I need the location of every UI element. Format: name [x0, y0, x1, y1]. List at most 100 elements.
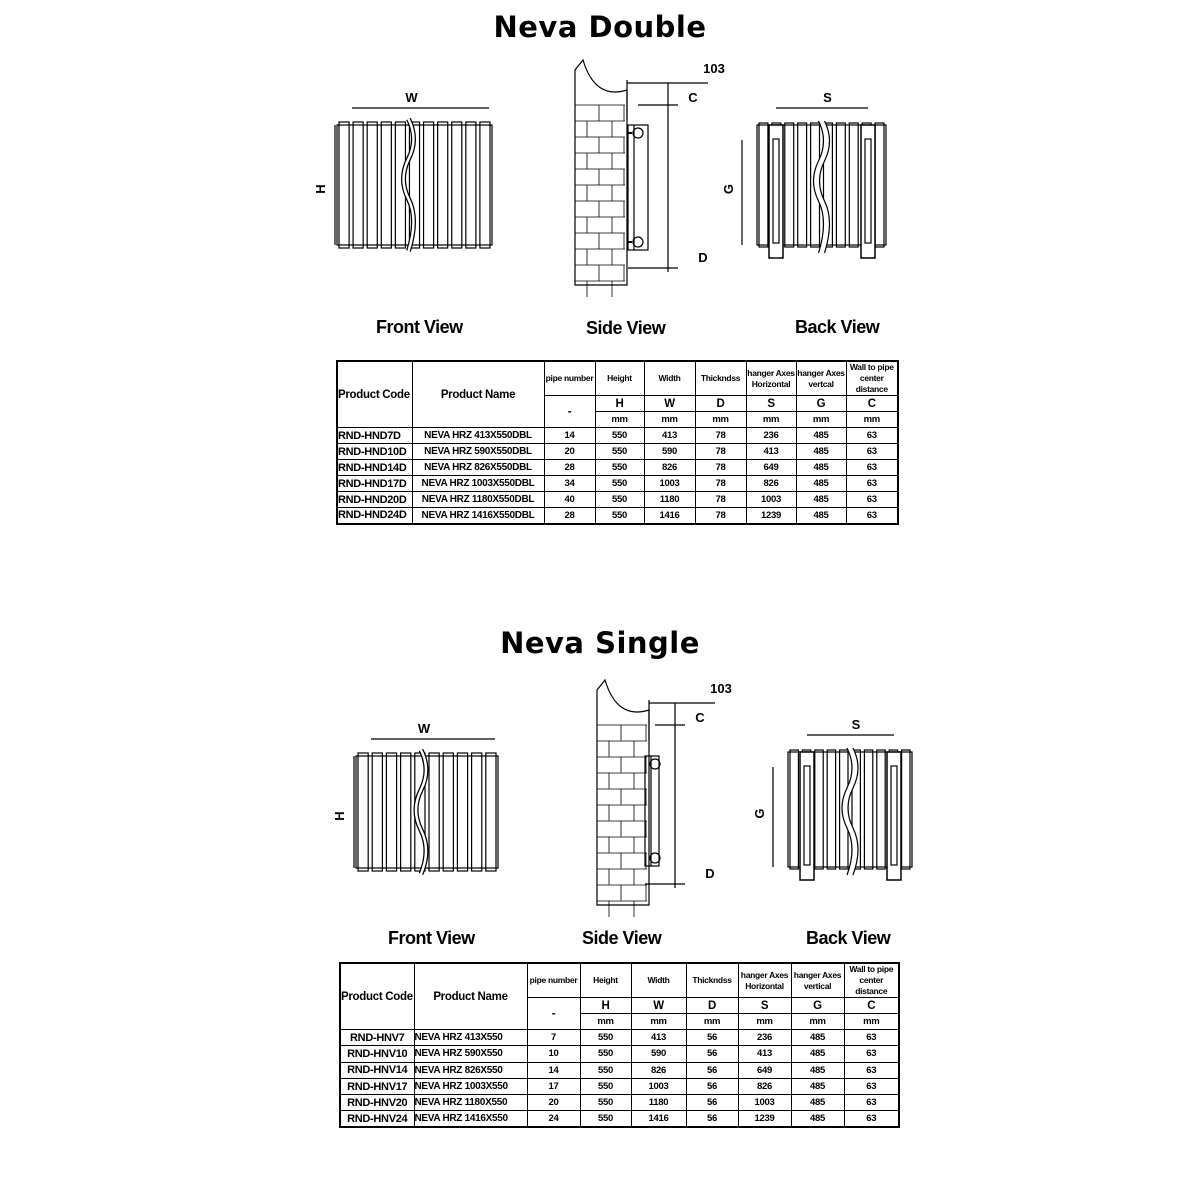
height-label: H — [332, 811, 347, 820]
depth-offset-label: 103 — [710, 681, 732, 696]
cell-value: 24 — [526, 1110, 581, 1128]
column-symbol: G — [790, 997, 845, 1014]
cell-value: 14 — [526, 1061, 581, 1079]
radiator-tube — [900, 749, 911, 870]
header-row: Product Code Product Name pipe number Heigh… — [336, 360, 899, 428]
cell-value: 826 — [630, 1061, 687, 1079]
cell-value: 550 — [579, 1061, 632, 1079]
cell-value: 485 — [790, 1077, 845, 1096]
break-line — [414, 749, 428, 875]
break-line — [841, 747, 853, 876]
break-line — [842, 746, 858, 877]
back-view-label: Back View — [795, 317, 880, 337]
table-row: RND-HNV7 NEVA HRZ 413X550 7 550 413 56 236 485 6… — [339, 1028, 900, 1047]
product-name: NEVA HRZ 413X550 — [413, 1028, 528, 1047]
column-symbol: W — [630, 997, 687, 1014]
radiator-tube — [400, 752, 412, 872]
radiator-tube — [371, 752, 384, 872]
radiator-tube — [797, 122, 808, 248]
product-name: NEVA HRZ 1180X550 — [413, 1094, 528, 1112]
cell-value: 1416 — [630, 1110, 687, 1128]
column-header: Product Name — [411, 360, 545, 428]
front-view-outline — [355, 755, 499, 869]
column-header: pipe number — [526, 962, 581, 998]
break-line — [818, 120, 831, 254]
cell-value: 550 — [579, 1077, 632, 1096]
cell-value: 485 — [790, 1094, 845, 1112]
cell-value: 63 — [845, 507, 899, 524]
radiator-tube — [451, 121, 463, 249]
cell-value: 1180 — [630, 1094, 687, 1112]
radiator-tube — [479, 121, 491, 249]
cell-value: 413 — [737, 1045, 792, 1063]
bracket — [632, 236, 644, 248]
cell-value: 413 — [630, 1028, 687, 1047]
radiator-side — [627, 124, 649, 251]
radiator-tube — [380, 121, 392, 249]
hanger-bracket — [799, 751, 815, 881]
product-name: NEVA HRZ 826X550 — [413, 1061, 528, 1079]
cell-value: 649 — [737, 1061, 792, 1079]
thickness-label: D — [698, 250, 707, 265]
table-row: RND-HND24D NEVA HRZ 1416X550DBL 28 550 1416 7… — [336, 507, 899, 524]
cell-value: 56 — [685, 1028, 739, 1047]
header-row: Product Code Product Name pipe number Heigh… — [339, 962, 900, 1030]
break-line — [813, 119, 830, 254]
hanger-vertical-label: G — [752, 808, 767, 818]
table-row: RND-HND17D NEVA HRZ 1003X550DBL 34 550 1003 7… — [336, 475, 899, 492]
hanger-slot — [803, 765, 811, 866]
product-code: RND-HND7D — [336, 427, 413, 444]
diagram-double: W H 103 C D S G — [313, 58, 887, 297]
hanger-slot — [890, 765, 898, 866]
radiator-tube — [428, 752, 440, 872]
radiator-tube — [385, 752, 398, 872]
side-view-label: Side View — [586, 318, 666, 338]
table-row: RND-HNV14 NEVA HRZ 826X550 14 550 826 56 649 48… — [339, 1061, 900, 1079]
column-unit: mm — [685, 1013, 739, 1030]
hanger-slot — [772, 138, 780, 244]
radiator-side — [644, 755, 660, 867]
bracket — [632, 127, 644, 139]
radiator-tube — [437, 121, 449, 249]
wall-to-pipe-label: C — [695, 710, 705, 725]
radiator-tube — [758, 122, 769, 248]
column-symbol: - — [526, 997, 581, 1030]
column-unit: mm — [790, 1013, 845, 1030]
column-header: hanger Axes vertical — [790, 962, 845, 998]
width-label: W — [418, 721, 431, 736]
column-header: Product Code — [336, 360, 413, 428]
radiator-tube — [822, 122, 833, 248]
height-label: H — [313, 184, 328, 193]
radiator-tube — [422, 121, 435, 249]
hanger-horizontal-label: S — [852, 717, 861, 732]
cell-value: 56 — [685, 1061, 739, 1079]
table-row: RND-HNV17 NEVA HRZ 1003X550 17 550 1003 56 826… — [339, 1077, 900, 1096]
table-row: RND-HND14D NEVA HRZ 826X550DBL 28 550 826 78 6… — [336, 459, 899, 476]
cell-value: 7 — [526, 1028, 581, 1047]
column-header: Thickndss — [685, 962, 739, 998]
radiator-tube — [848, 122, 859, 248]
break-line — [812, 120, 825, 254]
cell-value: 485 — [790, 1028, 845, 1047]
column-unit: mm — [737, 1013, 792, 1030]
product-code: RND-HNV17 — [339, 1077, 415, 1096]
radiator-tube — [408, 121, 421, 249]
cell-value: 1239 — [737, 1110, 792, 1128]
cell-value: 236 — [737, 1028, 792, 1047]
radiator-tube — [835, 122, 846, 248]
radiator-tube — [471, 752, 483, 872]
cell-value: 63 — [843, 1028, 900, 1047]
cell-value: 63 — [843, 1061, 900, 1079]
spec-table-double: Product Code Product Name pipe number Heigh… — [336, 360, 899, 525]
front-view-label: Front View — [388, 928, 475, 948]
cell-value: 63 — [843, 1077, 900, 1096]
cell-value: 1003 — [737, 1094, 792, 1112]
radiator-tube — [366, 121, 378, 249]
cell-value: 63 — [843, 1045, 900, 1063]
column-header: hanger Axes Horizontal — [737, 962, 792, 998]
product-code: RND-HND24D — [336, 507, 413, 524]
